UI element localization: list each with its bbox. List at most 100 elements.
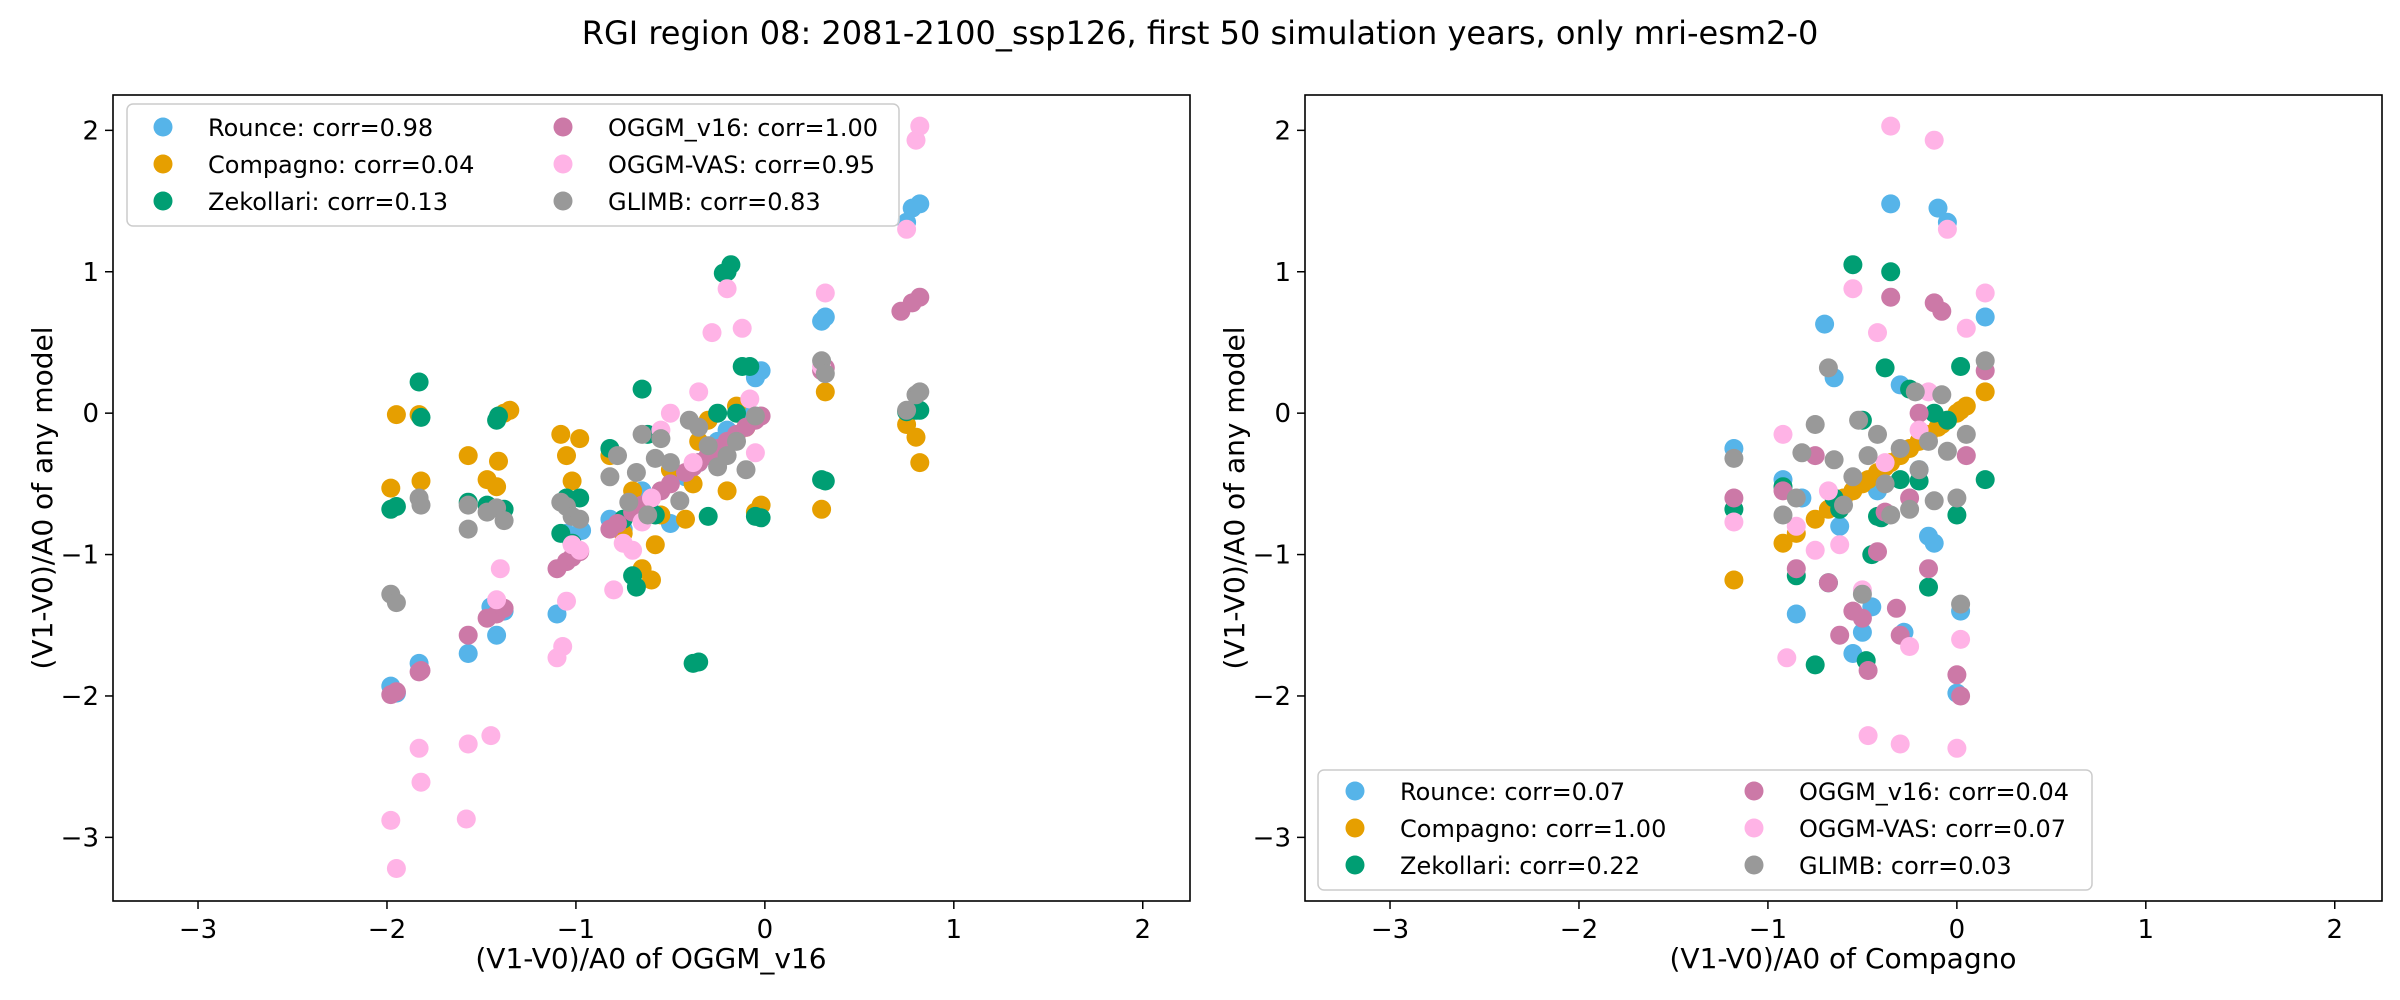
right-point-glimb-12: [1868, 424, 1887, 444]
left-point-oggm-v16-13: [608, 514, 627, 533]
right-point-glimb-14: [1881, 505, 1901, 525]
left-point-zekollari-23: [708, 403, 728, 423]
left-point-glimb-35: [910, 382, 930, 402]
left-legend: Rounce: corr=0.98 Compagno: corr=0.04 Ze…: [126, 103, 900, 227]
left-x-tick-label-m1: −1: [557, 915, 595, 945]
left-point-compagno-22: [676, 509, 695, 529]
left-point-zekollari-31: [751, 508, 771, 528]
right-point-rounce-17: [1928, 198, 1948, 218]
left-point-zekollari-33: [815, 471, 835, 491]
right-point-glimb-10: [1852, 584, 1872, 604]
left-point-compagno-11: [557, 446, 576, 466]
left-point-glimb-16: [626, 463, 646, 482]
right-point-rounce-6: [1830, 516, 1850, 536]
right-point-oggm-vas-5: [1818, 481, 1838, 501]
right-y-tick-label-m3: −3: [1253, 823, 1291, 853]
right-legend-label-glimb: GLIMB: corr=0.03: [1799, 852, 2012, 880]
left-point-oggm-vas-29: [815, 283, 835, 303]
left-legend-box: [126, 103, 900, 227]
left-x-tick-label-1: 1: [946, 915, 963, 945]
left-point-glimb-3: [411, 495, 431, 515]
right-y-tick-label-m1: −1: [1253, 541, 1291, 571]
right-point-glimb-24: [1951, 594, 1971, 614]
right-y-axis-label: (V1-V0)/A0 of any model: [1218, 327, 1251, 670]
left-point-oggm-v16-18: [660, 474, 680, 494]
right-point-oggm-vas-13: [1890, 734, 1910, 754]
right-point-rounce-21: [1975, 307, 1995, 327]
left-panel: −3 −2 −1 0 1 2 −3 −2 −1 0 1 2 (V1-V0)/A0 of OGGM_v1…: [26, 94, 1191, 975]
left-x-tick-label-m3: −3: [179, 915, 217, 945]
left-point-oggm-vas-18: [642, 488, 661, 508]
right-point-zekollari-13: [1875, 358, 1895, 378]
left-legend-label-oggm-vas: OGGM-VAS: corr=0.95: [608, 151, 875, 179]
left-point-compagno-1: [386, 405, 406, 425]
right-point-oggm-vas-18: [1937, 219, 1957, 239]
right-point-oggm-v16-2: [1786, 559, 1806, 579]
left-point-glimb-19: [645, 448, 665, 468]
right-point-glimb-13: [1875, 474, 1895, 494]
right-point-oggm-v16-20: [1951, 686, 1971, 706]
left-point-oggm-vas-10: [553, 637, 573, 656]
right-point-zekollari-21: [1947, 505, 1967, 525]
right-legend-label-zekollari: Zekollari: corr=0.22: [1400, 852, 1640, 880]
right-point-oggm-v16-21: [1956, 446, 1976, 466]
right-point-glimb-15: [1890, 439, 1910, 458]
left-point-glimb-20: [651, 429, 671, 449]
left-point-oggm-vas-32: [910, 116, 930, 136]
right-x-tick-label-m2: −2: [1560, 915, 1598, 945]
left-point-zekollari-22: [698, 506, 718, 526]
left-axes-frame: [112, 94, 1191, 902]
left-point-compagno-13: [570, 429, 590, 449]
left-point-rounce-27: [910, 194, 930, 214]
left-point-zekollari-27: [727, 403, 746, 423]
right-point-zekollari-22: [1951, 357, 1971, 376]
left-legend-label-compagno: Compagno: corr=0.04: [208, 151, 474, 179]
left-point-glimb-30: [745, 406, 765, 426]
right-point-oggm-vas-20: [1951, 629, 1971, 649]
right-x-axis-label: (V1-V0)/A0 of Compagno: [1670, 942, 2017, 975]
left-point-glimb-17: [632, 424, 652, 444]
left-point-zekollari-16: [626, 577, 646, 597]
right-point-glimb-23: [1947, 488, 1967, 508]
left-y-tick-label-0: 0: [82, 399, 99, 429]
left-point-zekollari-36: [910, 400, 930, 420]
left-point-oggm-vas-8: [490, 559, 510, 579]
left-point-glimb-25: [698, 436, 718, 456]
left-point-compagno-32: [812, 499, 832, 519]
left-point-oggm-vas-23: [702, 323, 722, 343]
right-point-zekollari-18: [1919, 577, 1938, 597]
left-point-oggm-vas-27: [745, 443, 765, 463]
left-point-glimb-28: [727, 431, 746, 451]
right-point-zekollari-7: [1843, 255, 1863, 275]
left-point-compagno-6: [487, 477, 507, 497]
left-point-glimb-4: [458, 519, 478, 539]
left-point-compagno-35: [906, 427, 926, 447]
left-point-oggm-vas-4: [458, 734, 478, 754]
right-point-oggm-v16-18: [1932, 301, 1952, 321]
right-point-zekollari-23: [1975, 470, 1995, 490]
left-point-zekollari-3: [411, 407, 431, 427]
right-point-oggm-vas-21: [1956, 318, 1976, 338]
right-point-glimb-0: [1724, 448, 1744, 468]
left-point-oggm-vas-26: [740, 389, 760, 409]
left-y-tick-label-2: 2: [82, 116, 99, 146]
right-point-zekollari-3: [1805, 655, 1825, 675]
right-legend-marker-oggm-v16: [1744, 781, 1764, 801]
right-point-oggm-vas-17: [1924, 130, 1944, 150]
left-point-zekollari-1: [386, 497, 406, 516]
left-point-compagno-3: [411, 471, 431, 491]
right-legend-box: [1317, 769, 2093, 891]
right-point-rounce-2: [1786, 604, 1806, 624]
left-point-glimb-18: [638, 505, 658, 525]
right-legend-label-rounce: Rounce: corr=0.07: [1400, 778, 1625, 806]
right-point-glimb-3: [1792, 443, 1812, 463]
right-legend-label-oggm-v16: OGGM_v16: corr=0.04: [1799, 778, 2069, 806]
left-point-oggm-vas-22: [689, 382, 709, 402]
right-x-tick-label-m1: −1: [1749, 915, 1787, 945]
left-point-oggm-vas-20: [660, 403, 680, 423]
left-point-glimb-8: [494, 511, 514, 531]
right-point-glimb-16: [1900, 499, 1920, 519]
right-point-oggm-v16-15: [1909, 403, 1929, 423]
left-point-oggm-vas-0: [381, 810, 401, 830]
